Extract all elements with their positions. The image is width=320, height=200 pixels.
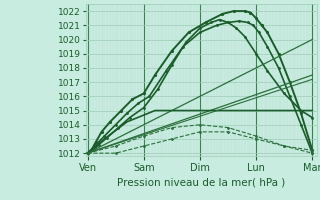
X-axis label: Pression niveau de la mer( hPa ): Pression niveau de la mer( hPa ) xyxy=(117,177,286,187)
